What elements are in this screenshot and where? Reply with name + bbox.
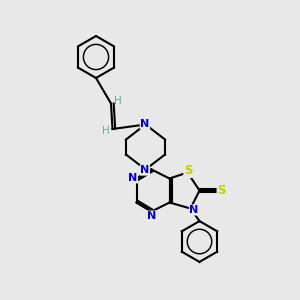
Text: N: N: [128, 173, 137, 183]
Text: N: N: [140, 119, 149, 129]
Text: N: N: [190, 205, 199, 215]
Text: S: S: [217, 184, 226, 197]
Text: N: N: [140, 165, 149, 175]
Text: H: H: [114, 96, 122, 106]
Text: H: H: [102, 126, 110, 136]
Text: N: N: [148, 211, 157, 221]
Text: S: S: [184, 164, 192, 178]
